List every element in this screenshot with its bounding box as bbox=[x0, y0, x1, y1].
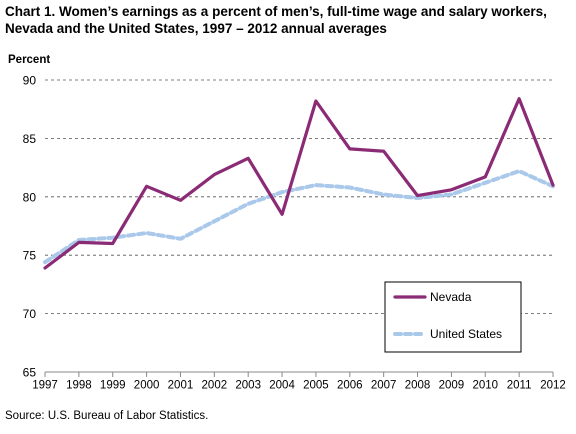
source-note: Source: U.S. Bureau of Labor Statistics. bbox=[5, 410, 209, 422]
y-tick-label: 80 bbox=[23, 190, 37, 204]
x-tick-label: 2003 bbox=[235, 380, 261, 392]
x-tick-label: 2009 bbox=[439, 380, 465, 392]
legend-box bbox=[384, 281, 522, 353]
y-tick-label: 70 bbox=[23, 307, 37, 321]
series-lines bbox=[43, 97, 555, 270]
legend-label-nevada: Nevada bbox=[430, 290, 472, 304]
chart-title-line-1: Chart 1. Women’s earnings as a percent o… bbox=[5, 4, 547, 19]
chart-title-line-2: Nevada and the United States, 1997 – 201… bbox=[5, 21, 387, 36]
nevada-series-line bbox=[43, 97, 555, 270]
x-tick-label: 2000 bbox=[134, 380, 160, 392]
x-tick-label: 2011 bbox=[507, 380, 532, 392]
y-tick-label: 65 bbox=[23, 366, 37, 380]
legend: Nevada United States bbox=[384, 281, 522, 353]
y-tick-label: 85 bbox=[23, 132, 37, 146]
y-tick-label: 90 bbox=[23, 74, 37, 88]
y-axis-label: Percent bbox=[8, 54, 50, 66]
axes: 65 70 75 80 85 90 1997 1998 1999 2000 2001 2002 2003… bbox=[23, 74, 566, 392]
x-tick-label: 2010 bbox=[472, 380, 498, 392]
legend-label-united-states: United States bbox=[430, 327, 502, 341]
x-tick-label: 2002 bbox=[202, 380, 228, 392]
x-tick-label: 2012 bbox=[540, 380, 566, 392]
x-tick-label: 2005 bbox=[303, 380, 329, 392]
x-tick-label: 2008 bbox=[405, 380, 431, 392]
y-tick-label: 75 bbox=[23, 249, 37, 263]
x-tick-label: 1999 bbox=[100, 380, 126, 392]
chart-title: Chart 1. Women’s earnings as a percent o… bbox=[5, 3, 571, 37]
x-tick-label: 2001 bbox=[168, 380, 194, 392]
united-states-series-line bbox=[43, 169, 555, 265]
x-tick-label: 2006 bbox=[337, 380, 363, 392]
gridlines bbox=[45, 79, 553, 315]
x-tick-label: 1998 bbox=[66, 380, 92, 392]
x-tick-label: 2007 bbox=[371, 380, 397, 392]
x-tick-label: 2004 bbox=[269, 380, 295, 392]
x-tick-label: 1997 bbox=[32, 380, 58, 392]
